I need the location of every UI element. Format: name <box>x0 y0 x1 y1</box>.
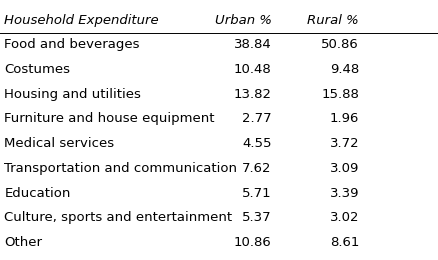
Text: 10.48: 10.48 <box>234 63 272 76</box>
Text: 9.48: 9.48 <box>330 63 359 76</box>
Text: Furniture and house equipment: Furniture and house equipment <box>4 113 215 126</box>
Text: 3.39: 3.39 <box>330 187 359 200</box>
Text: 5.71: 5.71 <box>242 187 272 200</box>
Text: 4.55: 4.55 <box>242 137 272 150</box>
Text: Household Expenditure: Household Expenditure <box>4 14 159 27</box>
Text: Medical services: Medical services <box>4 137 114 150</box>
Text: 8.61: 8.61 <box>330 236 359 249</box>
Text: Transportation and communication: Transportation and communication <box>4 162 237 175</box>
Text: 15.88: 15.88 <box>321 88 359 101</box>
Text: 7.62: 7.62 <box>242 162 272 175</box>
Text: Food and beverages: Food and beverages <box>4 38 140 51</box>
Text: 3.72: 3.72 <box>329 137 359 150</box>
Text: Culture, sports and entertainment: Culture, sports and entertainment <box>4 211 233 224</box>
Text: Urban %: Urban % <box>215 14 272 27</box>
Text: Education: Education <box>4 187 71 200</box>
Text: 50.86: 50.86 <box>321 38 359 51</box>
Text: 38.84: 38.84 <box>234 38 272 51</box>
Text: Other: Other <box>4 236 42 249</box>
Text: Rural %: Rural % <box>307 14 359 27</box>
Text: 3.02: 3.02 <box>330 211 359 224</box>
Text: 3.09: 3.09 <box>330 162 359 175</box>
Text: 13.82: 13.82 <box>233 88 272 101</box>
Text: Costumes: Costumes <box>4 63 71 76</box>
Text: Housing and utilities: Housing and utilities <box>4 88 141 101</box>
Text: 5.37: 5.37 <box>242 211 272 224</box>
Text: 2.77: 2.77 <box>242 113 272 126</box>
Text: 10.86: 10.86 <box>234 236 272 249</box>
Text: 1.96: 1.96 <box>330 113 359 126</box>
